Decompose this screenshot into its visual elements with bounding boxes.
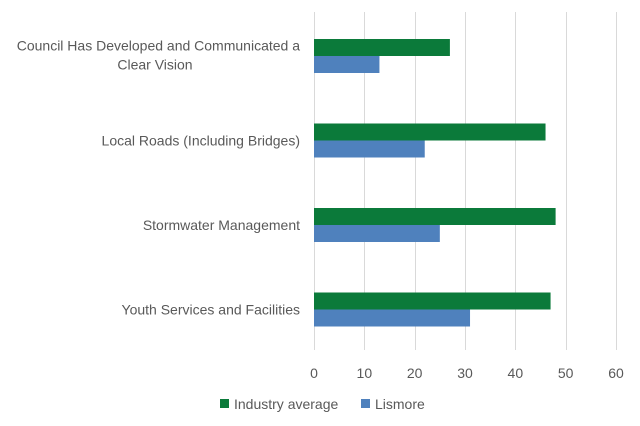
category-label: Council Has Developed and Communicated a — [17, 38, 300, 54]
x-tick-label: 30 — [457, 365, 473, 381]
bar-industry-average-2 — [314, 208, 556, 225]
x-tick-label: 0 — [310, 365, 318, 381]
bar-lismore-3 — [314, 309, 471, 327]
category-label: Stormwater Management — [143, 217, 300, 233]
category-label: Local Roads (Including Bridges) — [102, 133, 300, 149]
legend-label-lismore: Lismore — [375, 396, 425, 412]
category-label: Clear Vision — [117, 57, 192, 73]
bar-lismore-0 — [314, 56, 380, 73]
x-tick-label: 20 — [407, 365, 423, 381]
category-labels: Council Has Developed and Communicated a… — [17, 38, 300, 318]
bar-industry-average-0 — [314, 39, 450, 56]
legend-swatch-industry-average — [220, 399, 229, 408]
bar-industry-average-3 — [314, 292, 551, 310]
x-tick-label: 50 — [558, 365, 574, 381]
legend: Industry average Lismore — [220, 396, 425, 412]
legend-swatch-lismore — [361, 399, 370, 408]
bar-lismore-1 — [314, 140, 425, 158]
legend-label-industry-average: Industry average — [234, 396, 338, 412]
x-axis-ticks: 0 10 20 30 40 50 60 — [310, 365, 624, 381]
bar-lismore-2 — [314, 225, 440, 242]
category-label: Youth Services and Facilities — [122, 302, 300, 318]
bars — [314, 39, 556, 327]
x-tick-label: 40 — [508, 365, 524, 381]
x-tick-label: 60 — [608, 365, 624, 381]
bar-industry-average-1 — [314, 123, 546, 141]
x-tick-label: 10 — [357, 365, 373, 381]
